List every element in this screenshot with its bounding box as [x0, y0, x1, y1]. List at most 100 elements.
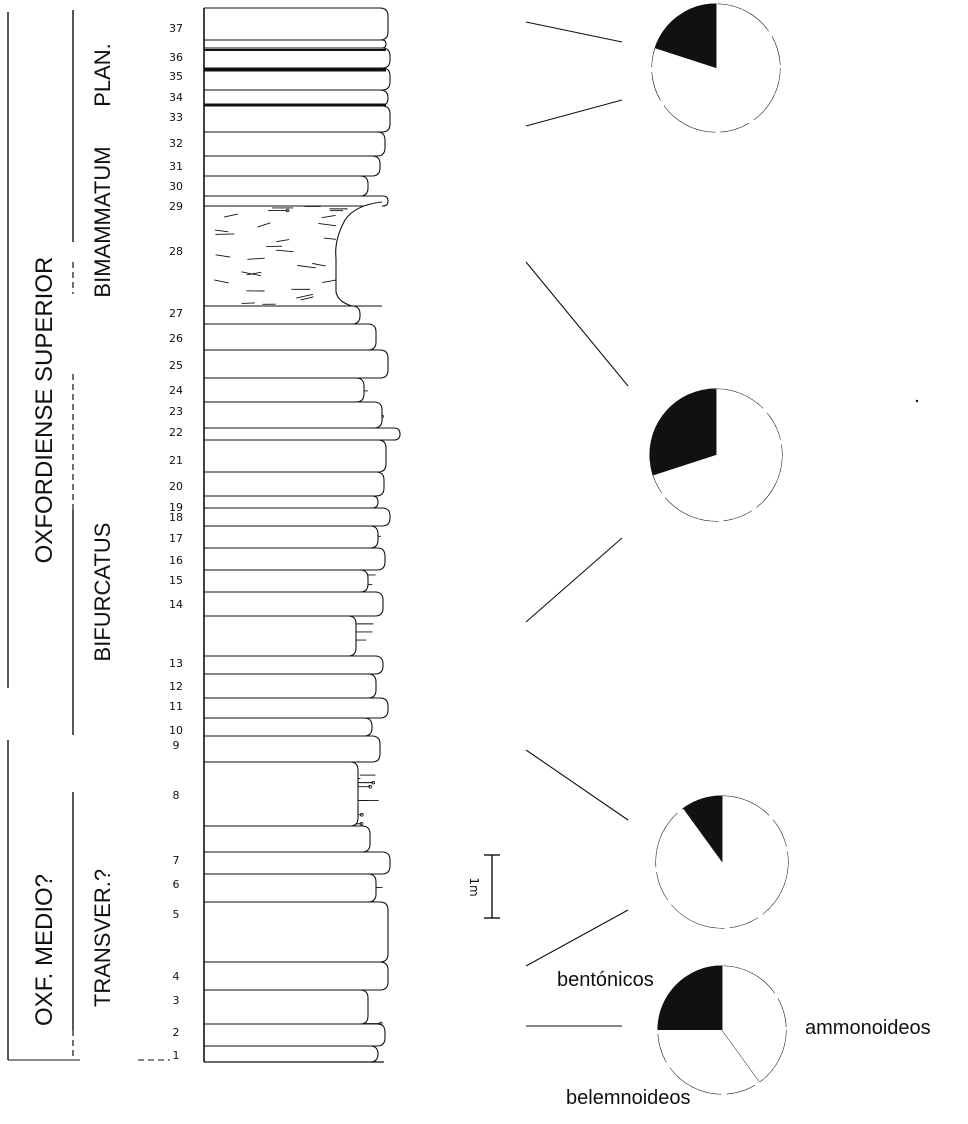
lith-bed [204, 195, 389, 207]
bed-number-15: 15 [169, 574, 183, 587]
bed-numbers: 1234567891011121314151617181920212223242… [169, 22, 183, 1062]
bed-number-16: 16 [169, 554, 183, 567]
lith-bed [204, 47, 391, 69]
bed-number-10: 10 [169, 724, 183, 737]
bed-number-2: 2 [173, 1026, 180, 1039]
lith-bed [204, 7, 389, 41]
lith-bed [204, 825, 371, 853]
bed-number-17: 17 [169, 532, 183, 545]
lith-bed [204, 1023, 386, 1047]
bed-number-1: 1 [173, 1049, 180, 1062]
stage-oxfordiense-superior: OXFORDIENSE SUPERIOR [31, 257, 58, 564]
bed-number-27: 27 [169, 307, 183, 320]
pie-1-slice-bentonicos [657, 965, 723, 1031]
lith-bed [204, 569, 369, 593]
lith-bed [204, 401, 383, 429]
lith-bed [204, 495, 379, 509]
lith-bed [204, 155, 381, 177]
lith-bed [204, 655, 384, 675]
lith-bed [204, 439, 387, 473]
bed-number-23: 23 [169, 405, 183, 418]
bed-number-34: 34 [169, 91, 183, 104]
zone-bifurcatus: BIFURCATUS [90, 523, 115, 662]
bed-number-14: 14 [169, 598, 183, 611]
bed-number-28: 28 [169, 245, 183, 258]
bed-number-13: 13 [169, 657, 183, 670]
lith-bed [204, 761, 359, 827]
lith-bed [204, 591, 384, 617]
limestone-beds [204, 7, 401, 1063]
bed-number-35: 35 [169, 70, 183, 83]
lith-bed [204, 305, 361, 325]
bed-number-19: 19 [169, 501, 183, 514]
lith-bed [204, 873, 377, 903]
bed-number-33: 33 [169, 111, 183, 124]
pie-charts [649, 3, 789, 1095]
lith-bed [204, 131, 386, 157]
lithologic-column [203, 7, 401, 1063]
connector-lines [525, 21, 629, 1027]
lith-bed [204, 961, 389, 991]
lith-bed [204, 615, 357, 657]
bed-number-3: 3 [173, 994, 180, 1007]
label-belemnoideos: belemnoideos [566, 1087, 691, 1109]
pie-1-slice-ammonoideos [722, 966, 787, 1082]
bed-number-12: 12 [169, 680, 183, 693]
bed-number-31: 31 [169, 160, 183, 173]
bed-number-29: 29 [169, 200, 183, 213]
pie-3-slice-ammonoideos [653, 389, 783, 521]
lith-bed [204, 323, 377, 351]
lith-bed [204, 349, 389, 379]
bed-number-6: 6 [173, 878, 180, 891]
lith-bed [204, 547, 386, 571]
lith-bed [204, 39, 387, 49]
lith-bed [204, 989, 369, 1025]
bed-number-7: 7 [173, 854, 180, 867]
bed-number-18: 18 [169, 511, 183, 524]
bed-number-37: 37 [169, 22, 183, 35]
lith-bed [204, 697, 389, 719]
lith-bed [204, 1045, 379, 1063]
bed-number-32: 32 [169, 137, 183, 150]
stray-mark [915, 399, 919, 403]
bed-number-4: 4 [173, 970, 180, 983]
pie-1 [657, 965, 787, 1095]
lith-bed [204, 427, 401, 441]
bed-number-22: 22 [169, 426, 183, 439]
bed-number-25: 25 [169, 359, 183, 372]
bed-number-36: 36 [169, 51, 183, 64]
pie-3 [649, 388, 783, 522]
scale-label: 1m [467, 877, 481, 896]
bed-28-profile [335, 201, 383, 307]
bed-number-21: 21 [169, 454, 183, 467]
lith-bed [204, 673, 377, 699]
lith-bed [204, 507, 391, 527]
bed-number-30: 30 [169, 180, 183, 193]
bed-number-24: 24 [169, 384, 183, 397]
lith-bed [204, 471, 385, 497]
stage-oxf-medio: OXF. MEDIO? [31, 874, 58, 1026]
zone-bimammatum: BIMAMMATUM [90, 146, 115, 297]
lith-bed [204, 717, 373, 737]
zone-plan: PLAN. [90, 43, 115, 107]
zone-transver: TRANSVER.? [90, 869, 115, 1007]
pie-4 [651, 3, 781, 133]
bed-number-8: 8 [173, 789, 180, 802]
zone-column: PLAN. BIMAMMATUM BIFURCATUS TRANSVER.? [72, 10, 170, 1061]
pie-1-slice-belemnoideos [658, 1030, 760, 1094]
lith-bed [204, 105, 391, 133]
bed-number-26: 26 [169, 332, 183, 345]
pie-4-slice-bentonicos [654, 11, 718, 69]
label-bentonicos: bentónicos [557, 969, 654, 991]
lith-bed [204, 851, 391, 875]
stage-column: OXFORDIENSE SUPERIOR OXF. MEDIO? [7, 12, 80, 1061]
lith-bed [204, 175, 369, 197]
bed-number-20: 20 [169, 480, 183, 493]
bed-number-11: 11 [169, 700, 183, 713]
lith-bed [204, 377, 365, 403]
lith-bed [204, 67, 391, 91]
bed-number-9: 9 [173, 739, 180, 752]
label-ammonoideos: ammonoideos [805, 1017, 931, 1039]
pie-3-slice-bentonicos [649, 388, 717, 477]
